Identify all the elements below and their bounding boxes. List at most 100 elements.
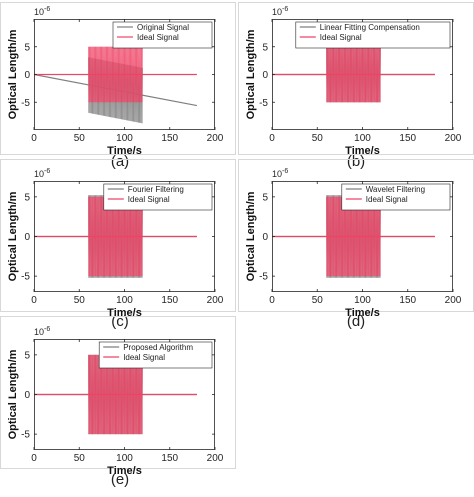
legend-entry: Ideal Signal bbox=[137, 33, 179, 42]
x-axis-label: Time/s bbox=[107, 145, 142, 157]
y-tick-label: -5 bbox=[259, 98, 268, 109]
y-exponent-power: -6 bbox=[282, 6, 288, 13]
y-exponent-power: -6 bbox=[44, 168, 50, 175]
y-tick-label: 0 bbox=[24, 390, 30, 401]
x-tick-label: 100 bbox=[354, 295, 371, 306]
legend-entry: Fourier Filtering bbox=[128, 185, 184, 194]
series-band bbox=[326, 46, 381, 103]
x-tick-label: 0 bbox=[269, 295, 275, 306]
x-tick-label: 0 bbox=[269, 133, 275, 144]
y-exponent-power: -6 bbox=[44, 6, 50, 13]
panel-b: 0 50 100 150 200 -5 0 5 10-6 Time/s Optical Length… bbox=[238, 2, 474, 170]
x-tick-label: 150 bbox=[399, 295, 416, 306]
y-exponent: 10-6 bbox=[272, 168, 288, 179]
panel-frame bbox=[0, 159, 236, 312]
x-tick-label: 200 bbox=[207, 133, 224, 144]
y-tick-label: 0 bbox=[262, 70, 268, 81]
legend-box bbox=[295, 21, 451, 49]
x-tick-label: 150 bbox=[399, 133, 416, 144]
y-exponent: 10-6 bbox=[34, 326, 50, 337]
x-tick-label: 200 bbox=[445, 133, 462, 144]
x-tick-label: 100 bbox=[354, 133, 371, 144]
legend-box bbox=[341, 183, 451, 211]
legend-entry: Wavelet Filtering bbox=[366, 185, 425, 194]
series-oscillation bbox=[326, 195, 381, 278]
series-1 bbox=[34, 46, 197, 103]
series-band bbox=[88, 46, 143, 103]
legend-entry: Ideal Signal bbox=[320, 33, 362, 42]
y-axis-label: Optical Length/m bbox=[7, 29, 19, 119]
legend-entry: Linear Fitting Compensation bbox=[320, 23, 420, 32]
y-tick-label: 5 bbox=[24, 42, 30, 53]
x-tick-label: 50 bbox=[312, 133, 324, 144]
y-tick-label: 0 bbox=[24, 70, 30, 81]
y-tick-label: -5 bbox=[21, 98, 30, 109]
y-tick-label: -5 bbox=[21, 430, 30, 441]
x-tick-label: 100 bbox=[116, 453, 133, 464]
x-tick-label: 150 bbox=[161, 295, 178, 306]
legend-entry: Original Signal bbox=[137, 23, 189, 32]
x-axis-label: Time/s bbox=[107, 465, 142, 477]
y-tick-label: 0 bbox=[24, 232, 30, 243]
series-oscillation bbox=[88, 195, 143, 278]
legend-box bbox=[98, 341, 213, 369]
series-band bbox=[326, 196, 381, 277]
panel-label: (a) bbox=[111, 153, 129, 170]
legend-box bbox=[103, 183, 213, 211]
panel-frame bbox=[0, 316, 236, 469]
panel-e: 0 50 100 150 200 -5 0 5 10-6 Time/s Optical Length… bbox=[0, 316, 236, 488]
panel-d: 0 50 100 150 200 -5 0 5 10-6 Time/s Optical Length… bbox=[238, 159, 474, 330]
plot-area bbox=[272, 195, 435, 278]
x-tick-label: 0 bbox=[31, 295, 37, 306]
y-axis-label: Optical Length/m bbox=[7, 349, 19, 439]
series-band bbox=[88, 196, 143, 277]
x-tick-label: 200 bbox=[207, 453, 224, 464]
x-tick-label: 0 bbox=[31, 133, 37, 144]
y-exponent: 10-6 bbox=[34, 6, 50, 17]
legend-box bbox=[112, 21, 213, 49]
series-oscillation bbox=[88, 57, 143, 124]
x-axis-label: Time/s bbox=[345, 145, 380, 157]
series-1 bbox=[34, 196, 197, 277]
series-1 bbox=[34, 354, 197, 435]
x-tick-label: 150 bbox=[161, 453, 178, 464]
panel-a: 0 50 100 150 200 -5 0 5 10-6 Time/s Optical Length… bbox=[0, 2, 236, 170]
y-exponent: 10-6 bbox=[272, 6, 288, 17]
y-tick-label: -5 bbox=[21, 272, 30, 283]
plot-area bbox=[34, 46, 198, 124]
x-tick-label: 200 bbox=[207, 295, 224, 306]
plot-area bbox=[34, 195, 197, 278]
panel-label: (c) bbox=[111, 313, 129, 330]
y-axis-label: Optical Length/m bbox=[245, 29, 257, 119]
legend-entry: Proposed Algorithm bbox=[123, 343, 193, 352]
x-tick-label: 50 bbox=[74, 295, 86, 306]
panel-label: (e) bbox=[111, 471, 129, 488]
series-band bbox=[88, 354, 143, 435]
legend-entry: Ideal Signal bbox=[128, 195, 170, 204]
panel-label: (b) bbox=[347, 153, 365, 170]
plot-area bbox=[272, 46, 435, 103]
y-axis-label: Optical Length/m bbox=[245, 191, 257, 281]
x-tick-label: 0 bbox=[31, 453, 37, 464]
x-tick-label: 100 bbox=[116, 295, 133, 306]
panel-frame bbox=[0, 2, 236, 155]
x-tick-label: 100 bbox=[116, 133, 133, 144]
y-tick-label: 5 bbox=[24, 350, 30, 361]
y-tick-label: 5 bbox=[262, 192, 268, 203]
y-exponent-power: -6 bbox=[282, 168, 288, 175]
series-1 bbox=[272, 46, 435, 103]
y-tick-label: 5 bbox=[262, 42, 268, 53]
legend-entry: Ideal Signal bbox=[366, 195, 408, 204]
plot-area bbox=[34, 354, 197, 435]
x-tick-label: 150 bbox=[161, 133, 178, 144]
x-tick-label: 50 bbox=[74, 453, 86, 464]
x-axis-label: Time/s bbox=[345, 307, 380, 319]
y-tick-label: 0 bbox=[262, 232, 268, 243]
y-tick-label: -5 bbox=[259, 272, 268, 283]
